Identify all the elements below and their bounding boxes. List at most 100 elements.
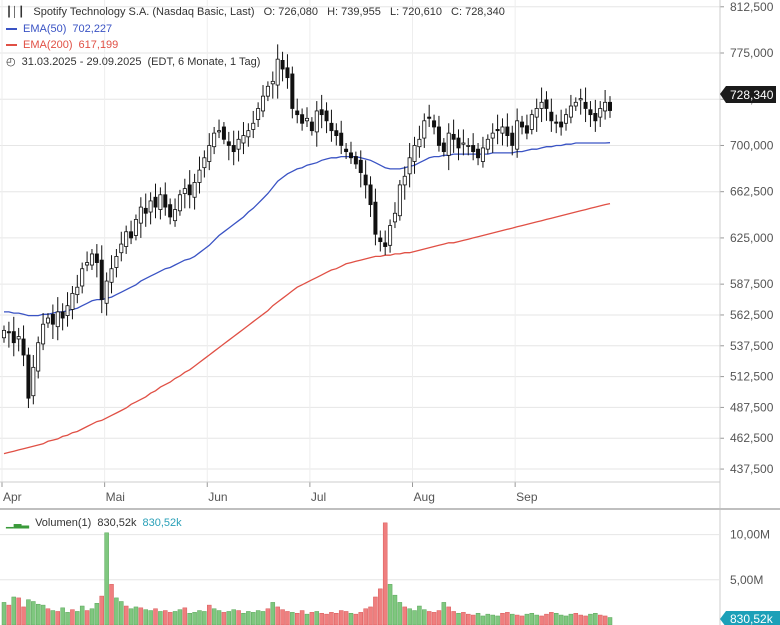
volume-bar xyxy=(250,612,256,625)
volume-bar xyxy=(21,606,26,625)
volume-bar xyxy=(529,612,535,625)
volume-bar xyxy=(294,612,300,625)
volume-bar xyxy=(148,610,153,625)
y-tick-label: 462,500 xyxy=(730,431,774,445)
volume-bar xyxy=(392,594,398,625)
candle xyxy=(270,71,275,99)
volume-bar xyxy=(319,612,324,625)
candle xyxy=(412,136,417,174)
volume-bar xyxy=(436,610,442,625)
candle xyxy=(427,104,432,127)
y-tick-label: 700,000 xyxy=(730,138,774,152)
volume-bar xyxy=(544,613,549,625)
candle xyxy=(471,133,476,161)
open-value: O: 726,080 xyxy=(263,6,318,18)
volume-bar xyxy=(451,611,456,625)
volume-bar xyxy=(578,614,583,625)
candle xyxy=(554,114,559,134)
volume-bar xyxy=(431,612,437,625)
volume-bar xyxy=(26,599,31,625)
volume-bar xyxy=(128,608,134,625)
candle xyxy=(451,119,456,153)
volume-bar xyxy=(402,606,407,625)
candle xyxy=(456,129,461,161)
candle xyxy=(480,136,485,168)
volume-bar xyxy=(539,615,544,625)
candle xyxy=(295,98,300,124)
candle xyxy=(163,182,168,216)
candle xyxy=(104,272,109,316)
volume-bar xyxy=(358,612,364,625)
candle xyxy=(559,109,564,136)
volume-bar xyxy=(158,611,163,625)
volume-bar xyxy=(265,608,271,625)
legend-volume[interactable]: ▁▃▂ Volumen(1) 830,52k 830,52k xyxy=(6,517,188,529)
candle xyxy=(422,113,427,148)
volume-bar xyxy=(456,612,461,625)
volume-bar xyxy=(348,612,354,625)
volume-bar xyxy=(84,610,90,625)
candle xyxy=(75,274,80,304)
y-tick-label: 775,000 xyxy=(730,46,774,60)
legend-ema50[interactable]: EMA(50) 702,227 xyxy=(6,23,118,35)
legend-ema200[interactable]: EMA(200) 617,199 xyxy=(6,39,124,51)
candle xyxy=(578,88,583,115)
grid-lines xyxy=(0,0,720,482)
volume-bar xyxy=(417,605,422,625)
volume-bar xyxy=(324,613,329,625)
volume-bar xyxy=(593,612,598,625)
volume-bar xyxy=(397,602,403,625)
volume-bar xyxy=(343,611,349,625)
candle xyxy=(417,125,422,158)
volume-bar xyxy=(104,532,109,625)
volume-bar xyxy=(172,611,178,625)
ema50-label: EMA(50) xyxy=(23,23,67,35)
candle xyxy=(261,85,266,118)
volume-bar xyxy=(519,615,525,625)
volume-bar xyxy=(285,611,290,625)
candle xyxy=(129,220,134,245)
volume-bar xyxy=(114,597,119,625)
candle xyxy=(207,133,212,171)
volume-bar xyxy=(505,612,510,625)
y-tick-label: 587,500 xyxy=(730,277,774,291)
volume-bar xyxy=(216,610,222,625)
volume-bar xyxy=(583,615,588,625)
candle xyxy=(236,130,241,162)
y-tick-label: 437,500 xyxy=(730,462,774,476)
candle xyxy=(285,54,290,89)
ema200-value: 617,199 xyxy=(78,39,119,51)
volume-bar xyxy=(50,610,56,625)
volume-bars-layer xyxy=(1,522,613,625)
y-tick-label: 487,500 xyxy=(730,400,774,414)
x-tick-label: Mai xyxy=(106,490,125,504)
candle xyxy=(143,193,148,227)
ema50-layer xyxy=(4,142,611,317)
candle xyxy=(461,129,466,156)
volume-bar xyxy=(40,604,46,625)
candle xyxy=(251,110,256,139)
candle xyxy=(583,87,588,123)
candle xyxy=(397,179,402,221)
volume-bar xyxy=(75,611,80,625)
candle xyxy=(187,170,192,209)
bars-icon: ┃│┃ xyxy=(6,7,25,18)
volume-bar xyxy=(45,608,51,625)
x-tick-label: Jul xyxy=(311,490,326,504)
candle xyxy=(593,99,598,132)
candle xyxy=(534,98,539,132)
volume-bar xyxy=(246,611,251,625)
volume-bar xyxy=(143,609,148,625)
volume-bar xyxy=(6,604,12,625)
legend-header: ┃│┃ Spotify Technology S.A. (Nasdaq Basi… xyxy=(6,6,511,18)
candle xyxy=(65,292,70,327)
volume-bar xyxy=(329,612,334,625)
candle xyxy=(529,109,534,135)
volume-bar xyxy=(202,611,207,625)
candle xyxy=(466,138,471,156)
candle xyxy=(31,355,36,405)
volume-bar xyxy=(211,608,217,625)
candle xyxy=(515,108,520,158)
volume-bar xyxy=(588,613,593,625)
volume-bar xyxy=(309,612,315,625)
